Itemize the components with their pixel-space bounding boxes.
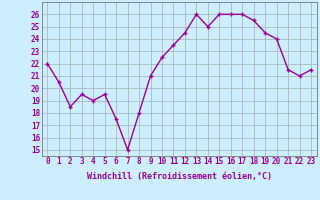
X-axis label: Windchill (Refroidissement éolien,°C): Windchill (Refroidissement éolien,°C) [87,172,272,181]
